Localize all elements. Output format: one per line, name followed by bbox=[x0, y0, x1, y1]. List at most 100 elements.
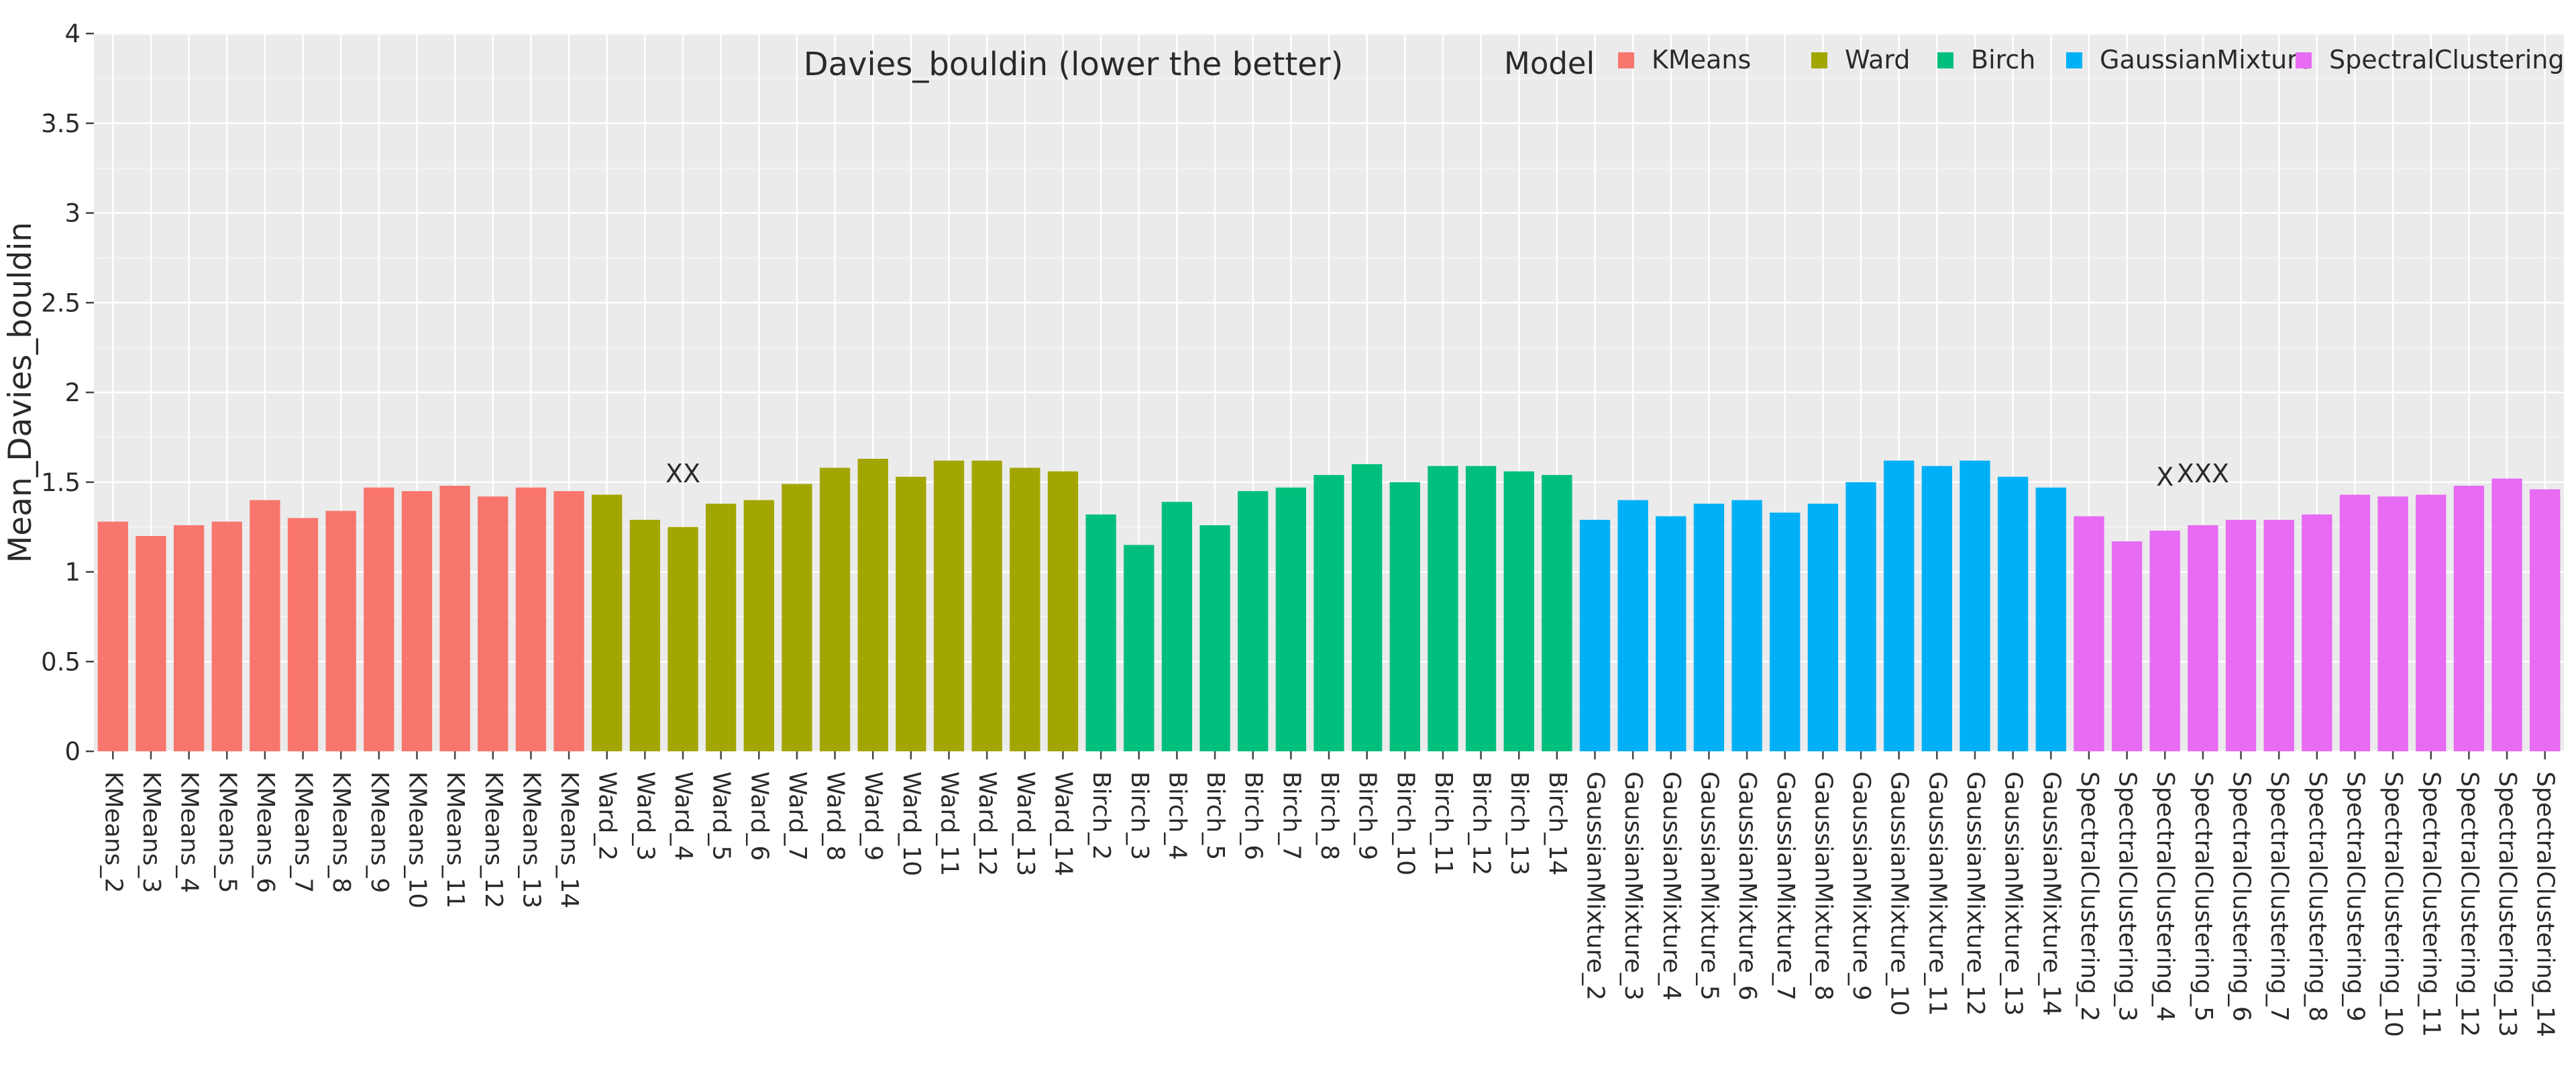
x-tick-label: SpectralClustering_7 bbox=[2265, 771, 2293, 1022]
x-tick-label: Birch_13 bbox=[1505, 771, 1533, 875]
legend-label-GaussianMixture: GaussianMixture bbox=[2100, 45, 2312, 74]
bar-SpectralClustering_8 bbox=[2302, 514, 2332, 751]
bar-KMeans_3 bbox=[136, 536, 166, 751]
bar-KMeans_6 bbox=[250, 500, 280, 751]
bar-SpectralClustering_2 bbox=[2074, 516, 2104, 751]
bars-group bbox=[97, 458, 2561, 751]
legend-swatch-SpectralClustering bbox=[2296, 52, 2312, 68]
x-tick-label: KMeans_3 bbox=[138, 771, 165, 893]
x-tick-label: KMeans_6 bbox=[252, 771, 279, 893]
bar-GaussianMixture_7 bbox=[1770, 513, 1801, 751]
x-tick-label: KMeans_7 bbox=[290, 771, 317, 893]
bar-SpectralClustering_6 bbox=[2225, 519, 2257, 751]
bar-KMeans_10 bbox=[401, 491, 433, 751]
x-tick-label: SpectralClustering_14 bbox=[2532, 771, 2559, 1037]
x-tick-label: GaussianMixture_14 bbox=[2037, 771, 2065, 1016]
x-tick-label: Ward_13 bbox=[1012, 771, 1039, 876]
legend-label-Birch: Birch bbox=[1971, 45, 2035, 74]
x-tick-label: Birch_7 bbox=[1277, 771, 1305, 860]
legend: Model KMeans Ward Birch GaussianMixture Spec… bbox=[1504, 45, 2565, 81]
bar-Ward_6 bbox=[743, 500, 774, 751]
x-tick-label: KMeans_12 bbox=[480, 771, 507, 908]
bar-GaussianMixture_5 bbox=[1693, 503, 1725, 751]
bar-KMeans_12 bbox=[478, 496, 508, 751]
bar-Birch_13 bbox=[1503, 471, 1534, 751]
legend-swatch-GaussianMixture bbox=[2066, 52, 2082, 68]
bar-GaussianMixture_2 bbox=[1579, 519, 1611, 751]
legend-label-KMeans: KMeans bbox=[1652, 45, 1751, 74]
x-tick-label: GaussianMixture_7 bbox=[1772, 771, 1799, 1001]
bar-Ward_9 bbox=[857, 458, 888, 751]
legend-title: Model bbox=[1504, 46, 1595, 81]
x-tick-label: Ward_10 bbox=[898, 771, 925, 876]
bar-SpectralClustering_9 bbox=[2339, 494, 2371, 751]
bar-Birch_11 bbox=[1428, 466, 1458, 751]
x-tick-label: SpectralClustering_11 bbox=[2418, 771, 2445, 1037]
bar-GaussianMixture_4 bbox=[1656, 516, 1686, 751]
x-tick-label: Birch_14 bbox=[1544, 771, 1571, 875]
bar-Ward_3 bbox=[629, 519, 661, 751]
x-tick-label: Ward_6 bbox=[745, 771, 773, 861]
x-tick-label: Ward_7 bbox=[784, 771, 811, 861]
bar-Ward_13 bbox=[1010, 468, 1040, 751]
x-tick-label: Ward_2 bbox=[594, 771, 621, 861]
x-tick-label: Ward_14 bbox=[1049, 771, 1077, 876]
y-tick-label: 3 bbox=[64, 199, 80, 228]
y-axis-label: Mean_Davies_bouldin bbox=[2, 222, 39, 563]
x-tick-label: GaussianMixture_9 bbox=[1847, 771, 1875, 1001]
bar-GaussianMixture_14 bbox=[2035, 487, 2066, 751]
x-tick-label: KMeans_10 bbox=[403, 771, 431, 908]
x-tick-label: Birch_8 bbox=[1316, 771, 1343, 860]
x-tick-label: KMeans_9 bbox=[366, 771, 393, 893]
x-tick-label: GaussianMixture_3 bbox=[1619, 771, 1647, 1001]
bar-SpectralClustering_12 bbox=[2453, 486, 2485, 751]
bar-Ward_8 bbox=[819, 468, 851, 751]
chart-title: Davies_bouldin (lower the better) bbox=[804, 46, 1344, 83]
x-tick-label: GaussianMixture_12 bbox=[1962, 771, 1989, 1016]
bar-SpectralClustering_3 bbox=[2111, 541, 2143, 751]
x-tick-label: SpectralClustering_12 bbox=[2455, 771, 2483, 1037]
x-tick-label: GaussianMixture_6 bbox=[1733, 771, 1761, 1001]
legend-swatch-Birch bbox=[1937, 52, 1953, 68]
bar-Birch_4 bbox=[1161, 502, 1193, 751]
x-tick-label: SpectralClustering_4 bbox=[2151, 771, 2179, 1022]
bar-Birch_9 bbox=[1351, 464, 1383, 751]
x-tick-label: Ward_3 bbox=[631, 771, 659, 861]
bar-Birch_14 bbox=[1542, 475, 1572, 751]
x-tick-label: SpectralClustering_5 bbox=[2190, 771, 2217, 1022]
bar-Ward_7 bbox=[782, 484, 812, 751]
bar-SpectralClustering_7 bbox=[2263, 519, 2294, 751]
legend-swatch-Ward bbox=[1811, 52, 1827, 68]
bar-SpectralClustering_14 bbox=[2530, 489, 2561, 751]
y-tick-label: 0 bbox=[64, 737, 80, 766]
bar-SpectralClustering_11 bbox=[2416, 494, 2447, 751]
bar-GaussianMixture_11 bbox=[1921, 466, 1952, 751]
x-axis: KMeans_2 KMeans_3 KMeans_4 KMeans_5 KMeans_6… bbox=[99, 751, 2559, 1037]
x-tick-label: SpectralClustering_8 bbox=[2304, 771, 2331, 1022]
bar-Ward_2 bbox=[592, 494, 623, 751]
bar-Ward_11 bbox=[933, 460, 965, 751]
annotation-label: XX bbox=[665, 459, 700, 488]
bar-KMeans_4 bbox=[173, 525, 205, 751]
x-tick-label: GaussianMixture_8 bbox=[1809, 771, 1837, 1001]
bar-Ward_10 bbox=[896, 476, 926, 751]
x-tick-label: Birch_11 bbox=[1430, 771, 1457, 875]
x-tick-label: SpectralClustering_6 bbox=[2228, 771, 2255, 1022]
x-tick-label: SpectralClustering_9 bbox=[2341, 771, 2369, 1022]
bar-Ward_14 bbox=[1047, 471, 1079, 751]
x-tick-label: GaussianMixture_4 bbox=[1658, 771, 1685, 1001]
x-tick-label: Birch_5 bbox=[1201, 771, 1229, 860]
bar-SpectralClustering_10 bbox=[2377, 496, 2408, 751]
bar-KMeans_8 bbox=[325, 510, 356, 751]
y-tick-label: 0.5 bbox=[41, 647, 80, 676]
y-tick-label: 2 bbox=[64, 378, 80, 407]
bar-Birch_8 bbox=[1313, 475, 1344, 751]
legend-label-SpectralClustering: SpectralClustering bbox=[2329, 45, 2565, 74]
x-tick-label: KMeans_4 bbox=[176, 771, 203, 893]
bar-KMeans_7 bbox=[287, 518, 319, 751]
bar-KMeans_2 bbox=[97, 521, 128, 751]
annotation-label: X bbox=[2156, 462, 2174, 492]
y-tick-label: 1 bbox=[64, 558, 80, 587]
y-tick-label: 1.5 bbox=[41, 468, 80, 497]
x-tick-label: KMeans_5 bbox=[213, 771, 241, 893]
